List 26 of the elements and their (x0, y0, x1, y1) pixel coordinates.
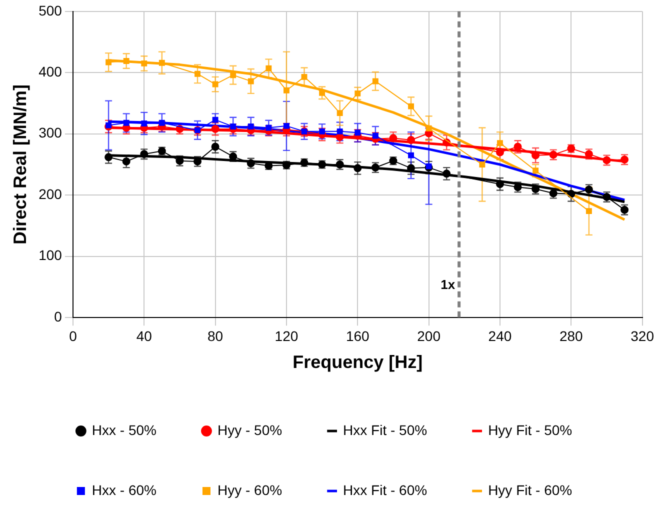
legend-label: Hxx - 50% (92, 422, 156, 438)
legend-label: Hyy Fit - 50% (488, 422, 572, 438)
x-tick-label: 320 (630, 328, 654, 344)
legend-label: Hxx Fit - 60% (343, 482, 428, 498)
y-tick-label: 200 (38, 186, 62, 202)
x-tick-label: 40 (136, 328, 152, 344)
legend-label: Hyy - 60% (217, 482, 282, 498)
x-tick-label: 280 (559, 328, 584, 344)
x-tick-label: 200 (417, 328, 441, 344)
legend-label: Hyy Fit - 60% (488, 482, 572, 498)
legend-label: Hxx - 60% (92, 482, 156, 498)
legend-label: Hyy - 50% (217, 422, 282, 438)
x-tick-label: 160 (346, 328, 370, 344)
ref-line-label: 1x (440, 277, 456, 292)
legend-label: Hxx Fit - 50% (343, 422, 428, 438)
y-tick-label: 100 (38, 247, 62, 264)
y-axis-title: Direct Real [MN/m] (10, 84, 30, 245)
y-tick-label: 400 (38, 64, 62, 80)
x-tick-label: 240 (488, 328, 512, 344)
y-tick-label: 500 (38, 2, 62, 18)
x-tick-label: 120 (274, 328, 298, 344)
y-tick-label: 0 (54, 308, 62, 324)
x-tick-label: 0 (69, 328, 78, 344)
x-tick-label: 80 (208, 328, 224, 344)
y-tick-label: 300 (38, 124, 62, 141)
x-axis-title: Frequency [Hz] (292, 352, 423, 372)
